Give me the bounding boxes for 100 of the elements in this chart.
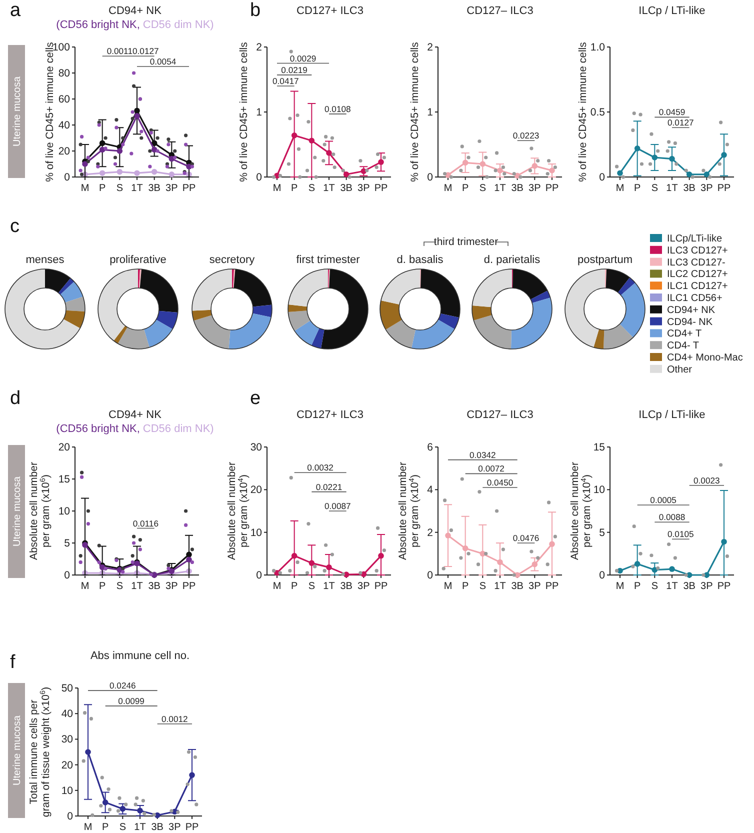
annotation: 0.0099 (118, 696, 145, 706)
y-tick-label: 100 (52, 42, 70, 54)
text: Uterine mucosa (12, 76, 23, 147)
text: (CD56 bright NK, (56, 19, 140, 31)
y-tick-label: 80 (58, 68, 70, 80)
x-tick-label: M (444, 183, 452, 194)
x-tick-label: 3P (700, 581, 714, 592)
text: postpartum (577, 254, 633, 266)
annotation: 0.0011 (106, 46, 133, 56)
x-tick-label: 1T (131, 183, 143, 194)
y-tick-label: 20 (58, 442, 70, 454)
annotation: 0.0032 (307, 462, 334, 473)
x-tick-label: S (308, 581, 316, 592)
x-tick-label: PP (717, 183, 731, 194)
annotation: 0.0246 (110, 680, 136, 691)
y-tick-label: 0 (64, 172, 70, 184)
x-tick-label: S (308, 183, 316, 194)
legend-label: ILC2 CD127+ (667, 269, 728, 280)
annotation: 0.0219 (281, 64, 308, 75)
legend-label: Other (667, 364, 693, 376)
x-tick-label: M (272, 183, 282, 194)
text: a (10, 0, 21, 21)
chart-title: CD127+ ILC3 (296, 409, 364, 421)
annotation: 0.0029 (290, 53, 316, 64)
x-tick-label: P (98, 581, 106, 592)
annotation: 0.0087 (324, 501, 352, 511)
x-tick-label: M (84, 822, 92, 833)
chart-title: menses (26, 254, 65, 266)
x-tick-label: PP (545, 183, 559, 194)
text: f (10, 652, 16, 673)
x-tick-label: P (102, 822, 109, 833)
x-tick-label: 3P (528, 581, 542, 592)
y-tick-label: 15 (593, 442, 606, 454)
y-tick-label: 10 (61, 784, 74, 797)
x-tick-label: 3B (511, 183, 524, 194)
annotation: 0.0476 (512, 533, 540, 543)
y-tick-label: 0 (256, 172, 262, 184)
x-tick-label: P (290, 183, 298, 194)
x-tick-label: 3B (148, 581, 161, 592)
y-tick-label: 0 (67, 810, 74, 822)
x-tick-label: S (116, 581, 124, 592)
x-tick-label: 3P (700, 183, 714, 194)
y-tick-label: 10 (593, 484, 606, 496)
annotation: 0.0459 (658, 107, 686, 118)
y-tick-label: 10 (58, 506, 70, 518)
x-tick-label: 3B (683, 183, 696, 194)
y-tick-label: 0 (427, 570, 434, 582)
legend-label: CD94- NK (667, 316, 713, 328)
annotation: 0.0223 (512, 130, 540, 141)
x-tick-label: 3P (358, 183, 370, 194)
x-tick-label: P (98, 183, 106, 194)
annotation: 0.0072 (478, 464, 505, 474)
chart-title: CD127+ ILC3 (296, 5, 364, 17)
chart-title: d. parietalis (484, 254, 541, 266)
chart-title: ILCp / LTi-like (638, 5, 706, 17)
annotation: 0.0012 (162, 714, 188, 724)
y-tick-label: 2 (256, 42, 262, 54)
y-tick-label: 6 (427, 442, 434, 454)
annotation: 0.0054 (150, 56, 176, 66)
chart-title: CD94+ NK (108, 5, 162, 17)
annotation: 0.0116 (132, 518, 159, 528)
y-tick-label: 30 (250, 442, 262, 454)
chart-title: Abs immune cell no. (90, 650, 190, 662)
y-tick-label: 0 (64, 570, 70, 582)
text: e (250, 388, 261, 409)
y-tick-label: 40 (58, 120, 70, 132)
annotation: 0.0417 (272, 76, 300, 86)
chart-title: CD127– ILC3 (466, 409, 534, 421)
x-tick-label: 3B (340, 183, 353, 194)
x-tick-label: PP (545, 581, 559, 592)
annotation: 0.0342 (470, 450, 496, 460)
y-tick-label: 1.0 (590, 42, 606, 54)
x-tick-label: PP (185, 822, 199, 833)
chart-title: secretory (209, 254, 256, 266)
y-tick-label: 0 (427, 172, 434, 184)
x-tick-label: 3P (528, 183, 542, 194)
x-tick-label: 1T (494, 183, 506, 194)
text: CD56 dim NK) (142, 423, 214, 435)
y-tick-label: 2 (427, 42, 434, 54)
x-tick-label: S (651, 581, 658, 592)
legend-label: ILC1 CD127+ (667, 281, 728, 292)
y-tick-label: 5 (64, 538, 70, 550)
x-tick-label: P (462, 581, 469, 592)
legend-label: CD4- T (667, 340, 700, 352)
x-tick-label: 3B (511, 581, 524, 592)
y-tick-label: 5 (599, 526, 606, 539)
y-tick-label: 15 (58, 474, 70, 486)
x-tick-label: M (616, 581, 624, 592)
x-tick-label: 1T (666, 581, 678, 592)
legend-label: ILC3 CD127+ (667, 245, 728, 256)
y-tick-label: 60 (58, 94, 70, 106)
legend-label: ILC1 CD56+ (667, 293, 722, 304)
annotation: 0.0088 (658, 512, 686, 522)
x-tick-label: M (444, 581, 452, 592)
legend-label: CD4+ T (667, 328, 702, 340)
chart-title: proliferative (110, 254, 166, 266)
text: Uterine mucosa (12, 715, 23, 786)
x-tick-label: 1T (131, 581, 143, 592)
y-tick-label: 4 (427, 484, 434, 496)
y-tick-label: 1 (427, 106, 434, 118)
